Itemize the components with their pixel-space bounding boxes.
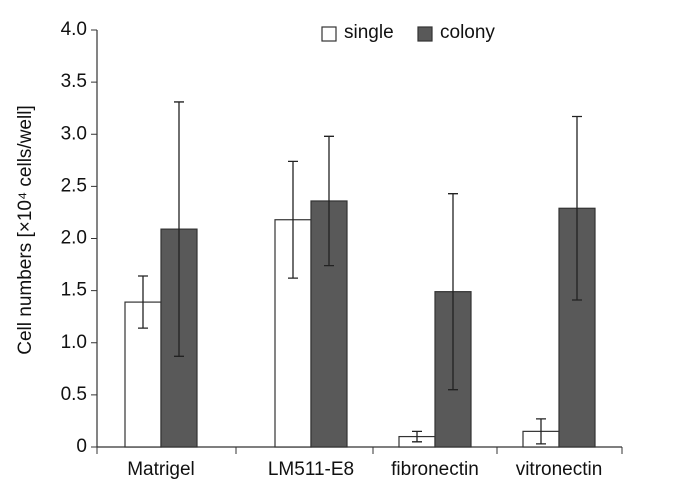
y-tick-label: 2.5	[61, 175, 87, 196]
y-tick-label: 3.0	[61, 123, 87, 144]
x-tick-label: Matrigel	[127, 459, 195, 480]
y-tick-label: 1.0	[61, 332, 87, 353]
error-bar	[448, 193, 458, 391]
error-bar	[174, 101, 184, 357]
x-tick-label: LM511-E8	[268, 459, 354, 480]
bar	[124, 301, 162, 448]
error-bar	[138, 275, 148, 329]
y-axis-label: Cell numbers [×10⁴ cells/well]	[15, 105, 36, 354]
y-tick-label: 3.5	[61, 71, 87, 92]
legend-swatch	[417, 26, 433, 42]
legend-label: colony	[440, 22, 495, 43]
y-tick-label: 0.5	[61, 384, 87, 405]
y-tick-label: 4.0	[61, 19, 87, 40]
error-bar	[324, 135, 334, 267]
y-tick-label: 1.5	[61, 280, 87, 301]
x-tick-label: fibronectin	[391, 459, 479, 480]
legend-label: single	[344, 22, 394, 43]
error-bar	[412, 430, 422, 443]
y-tick-label: 2.0	[61, 228, 87, 249]
error-bar	[288, 160, 298, 279]
y-tick-label: 0	[76, 436, 87, 457]
x-tick-label: vitronectin	[516, 459, 603, 480]
error-bar	[536, 418, 546, 445]
legend-swatch	[321, 26, 337, 42]
error-bar	[572, 115, 582, 301]
